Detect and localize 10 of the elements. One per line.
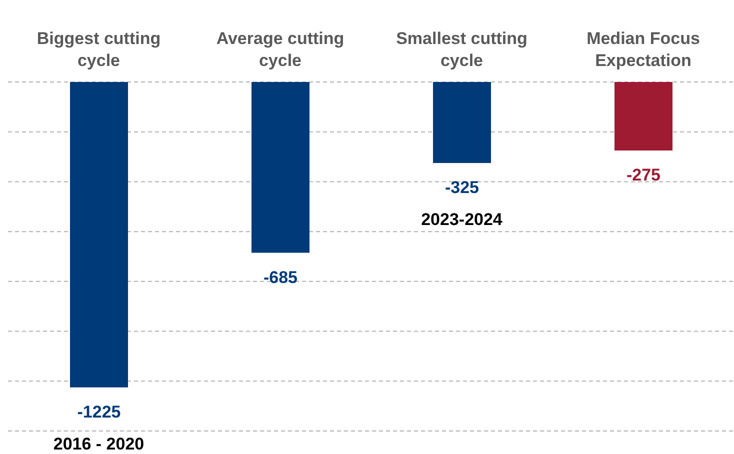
x-tick-label: Smallest cutting cycle: [396, 29, 528, 70]
annotation: 2023-2024: [421, 210, 503, 230]
data-label: -685: [263, 268, 298, 287]
annotation: 2016 - 2020: [53, 434, 144, 454]
data-label: -325: [444, 178, 480, 198]
x-tick-label: Average cutting cycle: [216, 29, 344, 70]
x-tick-label: Median Focus Expectation: [586, 29, 700, 70]
data-label: -1225: [77, 402, 121, 422]
data-label: -275: [626, 166, 661, 185]
x-tick-label: Biggest cutting cycle: [36, 29, 161, 70]
